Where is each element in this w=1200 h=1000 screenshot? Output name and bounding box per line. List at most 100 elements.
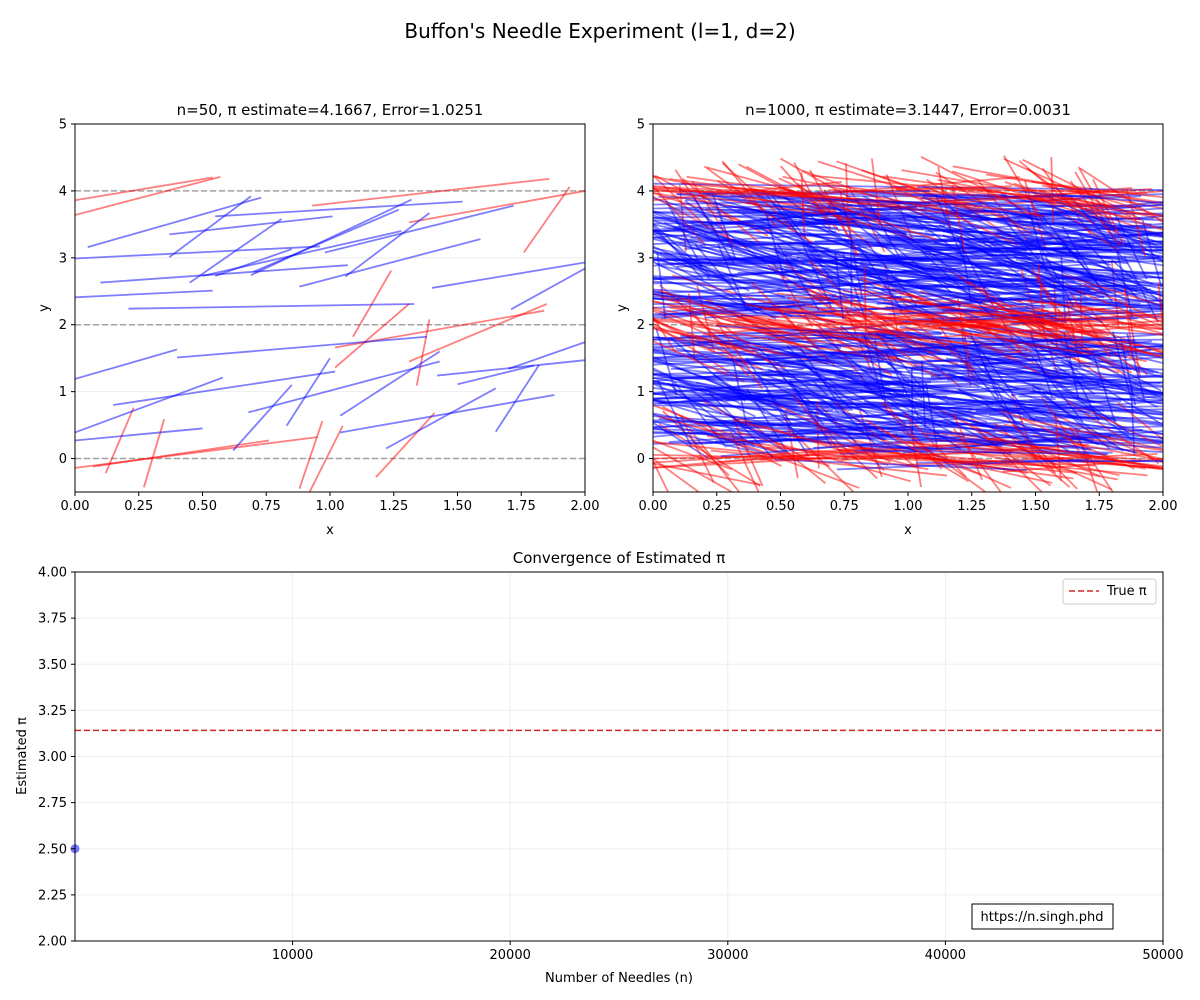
- needle: [340, 394, 555, 434]
- ytick-label: 3: [59, 251, 67, 266]
- needle-crossing: [1013, 182, 1163, 231]
- panel-n50: 0.00 0.25 0.50 0.75 1.00 1.25 1.50 1.75 2.00 0 1 2…: [37, 101, 599, 538]
- needle: [75, 289, 213, 299]
- needle: [431, 261, 585, 289]
- needle-crossing: [994, 422, 1071, 488]
- needle-crossing: [75, 436, 318, 469]
- needle: [802, 229, 957, 285]
- needle: [978, 425, 1163, 433]
- needle-crossing: [1050, 156, 1055, 224]
- needle: [948, 406, 1138, 454]
- ytick-label: 2.75: [38, 796, 67, 811]
- needle: [818, 332, 992, 384]
- needle-crossing: [932, 313, 1163, 328]
- needle-crossing: [653, 457, 832, 469]
- xtick-label: 40000: [925, 948, 966, 963]
- needle: [457, 364, 535, 386]
- figure-title: Buffon's Needle Experiment (l=1, d=2): [404, 19, 795, 43]
- needle-crossing: [653, 340, 729, 376]
- needle-crossing: [1123, 287, 1133, 355]
- needle-crossing: [804, 453, 1056, 467]
- needle-crossing: [352, 270, 392, 338]
- needle: [653, 254, 793, 267]
- needle-crossing: [142, 418, 166, 488]
- needle: [1060, 360, 1160, 424]
- ytick-label: 2: [59, 318, 67, 333]
- needle: [694, 434, 948, 445]
- needle-crossing: [908, 440, 1119, 481]
- needle: [653, 293, 837, 324]
- xtick-label: 0.25: [124, 499, 153, 514]
- needle-crossing: [1036, 275, 1079, 343]
- xtick-label: 0.00: [639, 499, 668, 514]
- needle: [663, 221, 813, 279]
- panel-n50-title: n=50, π estimate=4.1667, Error=1.0251: [177, 101, 484, 119]
- needle: [653, 302, 830, 305]
- xtick-label: 1.00: [316, 499, 345, 514]
- needle: [902, 404, 1092, 451]
- needle: [712, 373, 805, 438]
- needle-crossing: [837, 448, 1078, 474]
- needle: [888, 302, 1141, 315]
- needle-crossing: [865, 419, 970, 483]
- needle: [344, 212, 430, 278]
- needle: [653, 204, 853, 210]
- needle: [653, 368, 804, 382]
- panel-n50-needles: [75, 175, 585, 492]
- needle: [871, 227, 952, 293]
- panel-n50-ylabel: y: [37, 304, 52, 312]
- needle: [914, 430, 1162, 449]
- needle: [868, 210, 1098, 242]
- xtick-label: 0.75: [830, 499, 859, 514]
- needle-crossing: [1082, 406, 1163, 448]
- needle: [653, 399, 778, 411]
- xtick-label: 1.50: [443, 499, 472, 514]
- needle-crossing: [797, 312, 893, 377]
- needle: [653, 294, 837, 298]
- needle: [911, 340, 1152, 365]
- xtick-label: 10000: [272, 948, 313, 963]
- needle-crossing: [408, 303, 548, 363]
- needle-crossing: [952, 428, 1002, 492]
- ytick-label: 0: [59, 452, 67, 467]
- xtick-label: 1.00: [894, 499, 923, 514]
- needle-crossing: [901, 169, 1116, 208]
- needle-crossing: [1031, 323, 1163, 338]
- needle: [857, 244, 904, 312]
- needle: [864, 386, 962, 450]
- needle: [901, 339, 1132, 371]
- ytick-label: 3.25: [38, 704, 67, 719]
- needle: [809, 280, 1046, 308]
- needle-crossing: [937, 178, 1142, 221]
- needle: [743, 305, 998, 312]
- needle: [935, 194, 965, 262]
- needle-crossing: [1031, 180, 1163, 199]
- needle: [75, 245, 320, 260]
- needle-crossing: [1021, 417, 1163, 451]
- ytick-label: 3.50: [38, 658, 67, 673]
- panel-convergence: 10000 20000 30000 40000 50000 2.002.252.502.…: [15, 549, 1184, 986]
- needle: [866, 326, 1095, 359]
- ytick-label: 5: [59, 118, 67, 133]
- needle-crossing: [800, 172, 806, 240]
- needle-crossing: [791, 393, 848, 461]
- xtick-label: 2.00: [1149, 499, 1178, 514]
- ytick-label: 4: [59, 184, 67, 199]
- needle: [1017, 408, 1163, 414]
- needle: [726, 423, 968, 447]
- needle: [75, 427, 203, 442]
- needle-crossing: [980, 285, 1022, 353]
- needle-crossing: [867, 307, 1106, 334]
- needle-crossing: [308, 425, 344, 492]
- needle-crossing: [845, 163, 850, 231]
- needle-crossing: [653, 462, 761, 486]
- needle: [830, 398, 1030, 442]
- needle-crossing: [669, 178, 899, 210]
- needle-crossing: [965, 421, 1052, 487]
- needle-crossing: [653, 457, 700, 492]
- needle: [653, 219, 855, 233]
- xtick-label: 30000: [707, 948, 748, 963]
- needle-crossing: [653, 446, 734, 492]
- needle-crossing: [998, 407, 1057, 474]
- xtick-label: 20000: [490, 948, 531, 963]
